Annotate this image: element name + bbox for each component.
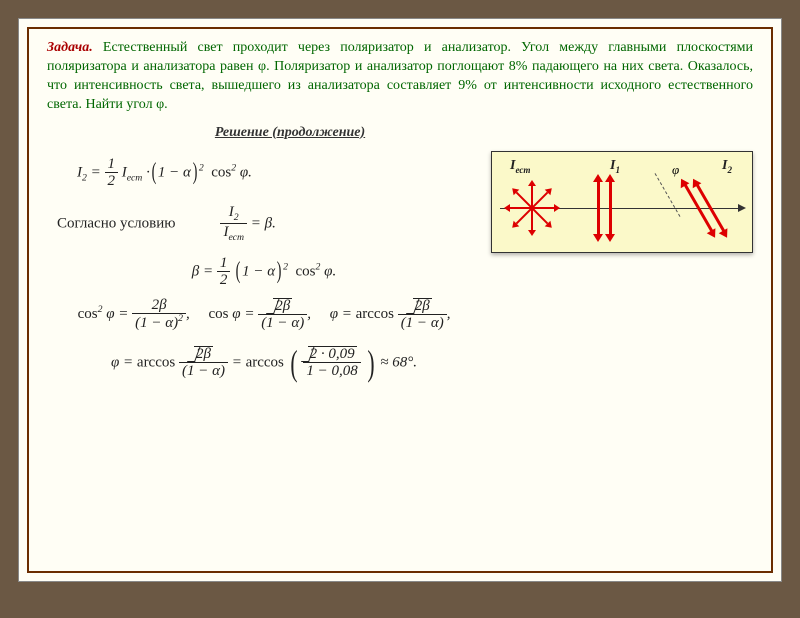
frac-ratio: I2 Iест [220,205,247,243]
num-sqrt: 2β [258,298,307,315]
content-frame: Задача. Естественный свет проходит через… [27,27,773,573]
label-phi: φ [672,162,679,178]
sym-cos2: cos [296,263,316,279]
eq-3: β = 12 (1 − α)2 cos2 φ. [47,256,481,289]
sub-estb: ест [228,232,244,243]
sup-2c: 2 [283,261,288,272]
sym-phi4: φ [232,306,240,322]
sqrt4: 2 · 0,09 [308,346,357,362]
sym-phi: φ [240,164,248,180]
i1-arrow-b [609,181,612,235]
sub-est: ест [127,172,143,183]
num-2b: 2β [132,298,186,314]
num-1: 1 [105,157,119,173]
sym-phi5: φ [330,306,338,322]
sym-alpha5: α [431,315,439,331]
sym-phi3: φ [106,306,114,322]
sym-cos4: cos [209,306,229,322]
sym-alpha6: α [212,363,220,379]
lbl-est: ест [515,164,530,174]
problem-body: Естественный свет проходит через поляриз… [47,40,753,112]
condition-label: Согласно условию [57,216,175,232]
eq-1: I2 = 12 Iест ·(1 − α)2 cos2 φ. [47,157,481,190]
den-2b: 2 [217,272,231,289]
sqrt2: 2β [413,298,432,314]
paren-l2: ( [236,258,241,285]
frac-half: 12 [105,157,119,190]
sym-alpha4: α [291,315,299,331]
num-sqrt2: 2β [398,298,447,315]
num-val: 2 · 0,09 [303,346,360,363]
lbl-1: 1 [615,164,620,174]
den-iest: Iест [220,224,247,244]
sym-beta: β [265,216,272,232]
sym-beta5: β [422,298,429,314]
sym-beta6: β [203,346,210,362]
paren-r: ) [192,159,197,186]
frac-a: 2β (1 − α)2 [132,298,186,332]
sym-beta3: β [159,297,166,313]
sub-2b: 2 [234,212,239,223]
sym-arccos3: arccos [246,354,284,370]
sym-alpha2: α [267,263,275,279]
solution-row: I2 = 12 Iест ·(1 − α)2 cos2 φ. Согласно … [47,153,753,388]
label-i2: I2 [722,158,732,175]
label-i1: I1 [610,158,620,175]
den-d: (1 − α) [179,363,228,380]
problem-text: Задача. Естественный свет проходит через… [47,39,753,115]
paren-big-l: ( [290,342,297,384]
paren-big-r: ) [367,342,374,384]
sym-beta2: β [192,263,199,279]
den-2: 2 [105,173,119,190]
sqrt3: 2β [194,346,213,362]
sym-beta4: β [283,298,290,314]
frac-c: 2β (1 − α) [398,298,447,332]
sup-2b: 2 [231,162,236,173]
den-c: (1 − α) [398,315,447,332]
eq-5: φ = arccos 2β (1 − α) = arccos ( 2 · 0,0… [47,342,481,384]
sym-phi2: φ [324,263,332,279]
sup-2e: 2 [98,304,103,315]
den-b: (1 − α) [258,315,307,332]
sqrt1: 2β [273,298,292,314]
sym-cos: cos [211,164,231,180]
frac-e: 2 · 0,09 1 − 0,08 [303,346,360,380]
num-i2: I2 [220,205,247,224]
equations-col: I2 = 12 Iест ·(1 − α)2 cos2 φ. Согласно … [47,153,481,388]
sub-2: 2 [82,172,87,183]
solution-title: Решение (продолжение) [47,125,753,141]
sym-alpha3: α [165,315,173,331]
frac-half2: 12 [217,256,231,289]
problem-label: Задача. [47,40,93,55]
polarization-diagram: Iест I1 I2 φ [491,151,753,253]
den-a: (1 − α)2 [132,314,186,332]
i1-arrow [597,181,600,235]
eq-4: cos2 φ = 2β (1 − α)2 , cos φ = 2β (1 − α… [47,298,481,332]
sym-arccos2: arccos [137,354,175,370]
page: Задача. Естественный свет проходит через… [18,18,782,582]
lbl-2: 2 [727,164,732,174]
sup-2d: 2 [316,261,321,272]
num-1b: 1 [217,256,231,272]
paren-l: ( [151,159,156,186]
val-2: 1 − 0,08 [303,363,360,380]
dashed-line [655,173,681,217]
sup-2: 2 [199,162,204,173]
sup-2f: 2 [178,313,183,324]
label-iest: Iест [510,158,530,175]
sym-cos3: cos [78,306,98,322]
eq-2: Согласно условию I2 Iест = β. [47,205,481,243]
sym-arccos: arccos [356,306,394,322]
val-1: 2 · 0,09 [310,346,355,362]
sym-alpha: α [183,164,191,180]
frac-d: 2β (1 − α) [179,346,228,380]
sym-phi6: φ [111,354,119,370]
num-sqrt3: 2β [179,346,228,363]
frac-b: 2β (1 − α) [258,298,307,332]
approx-ans: ≈ 68°. [380,354,417,370]
paren-r2: ) [277,258,282,285]
